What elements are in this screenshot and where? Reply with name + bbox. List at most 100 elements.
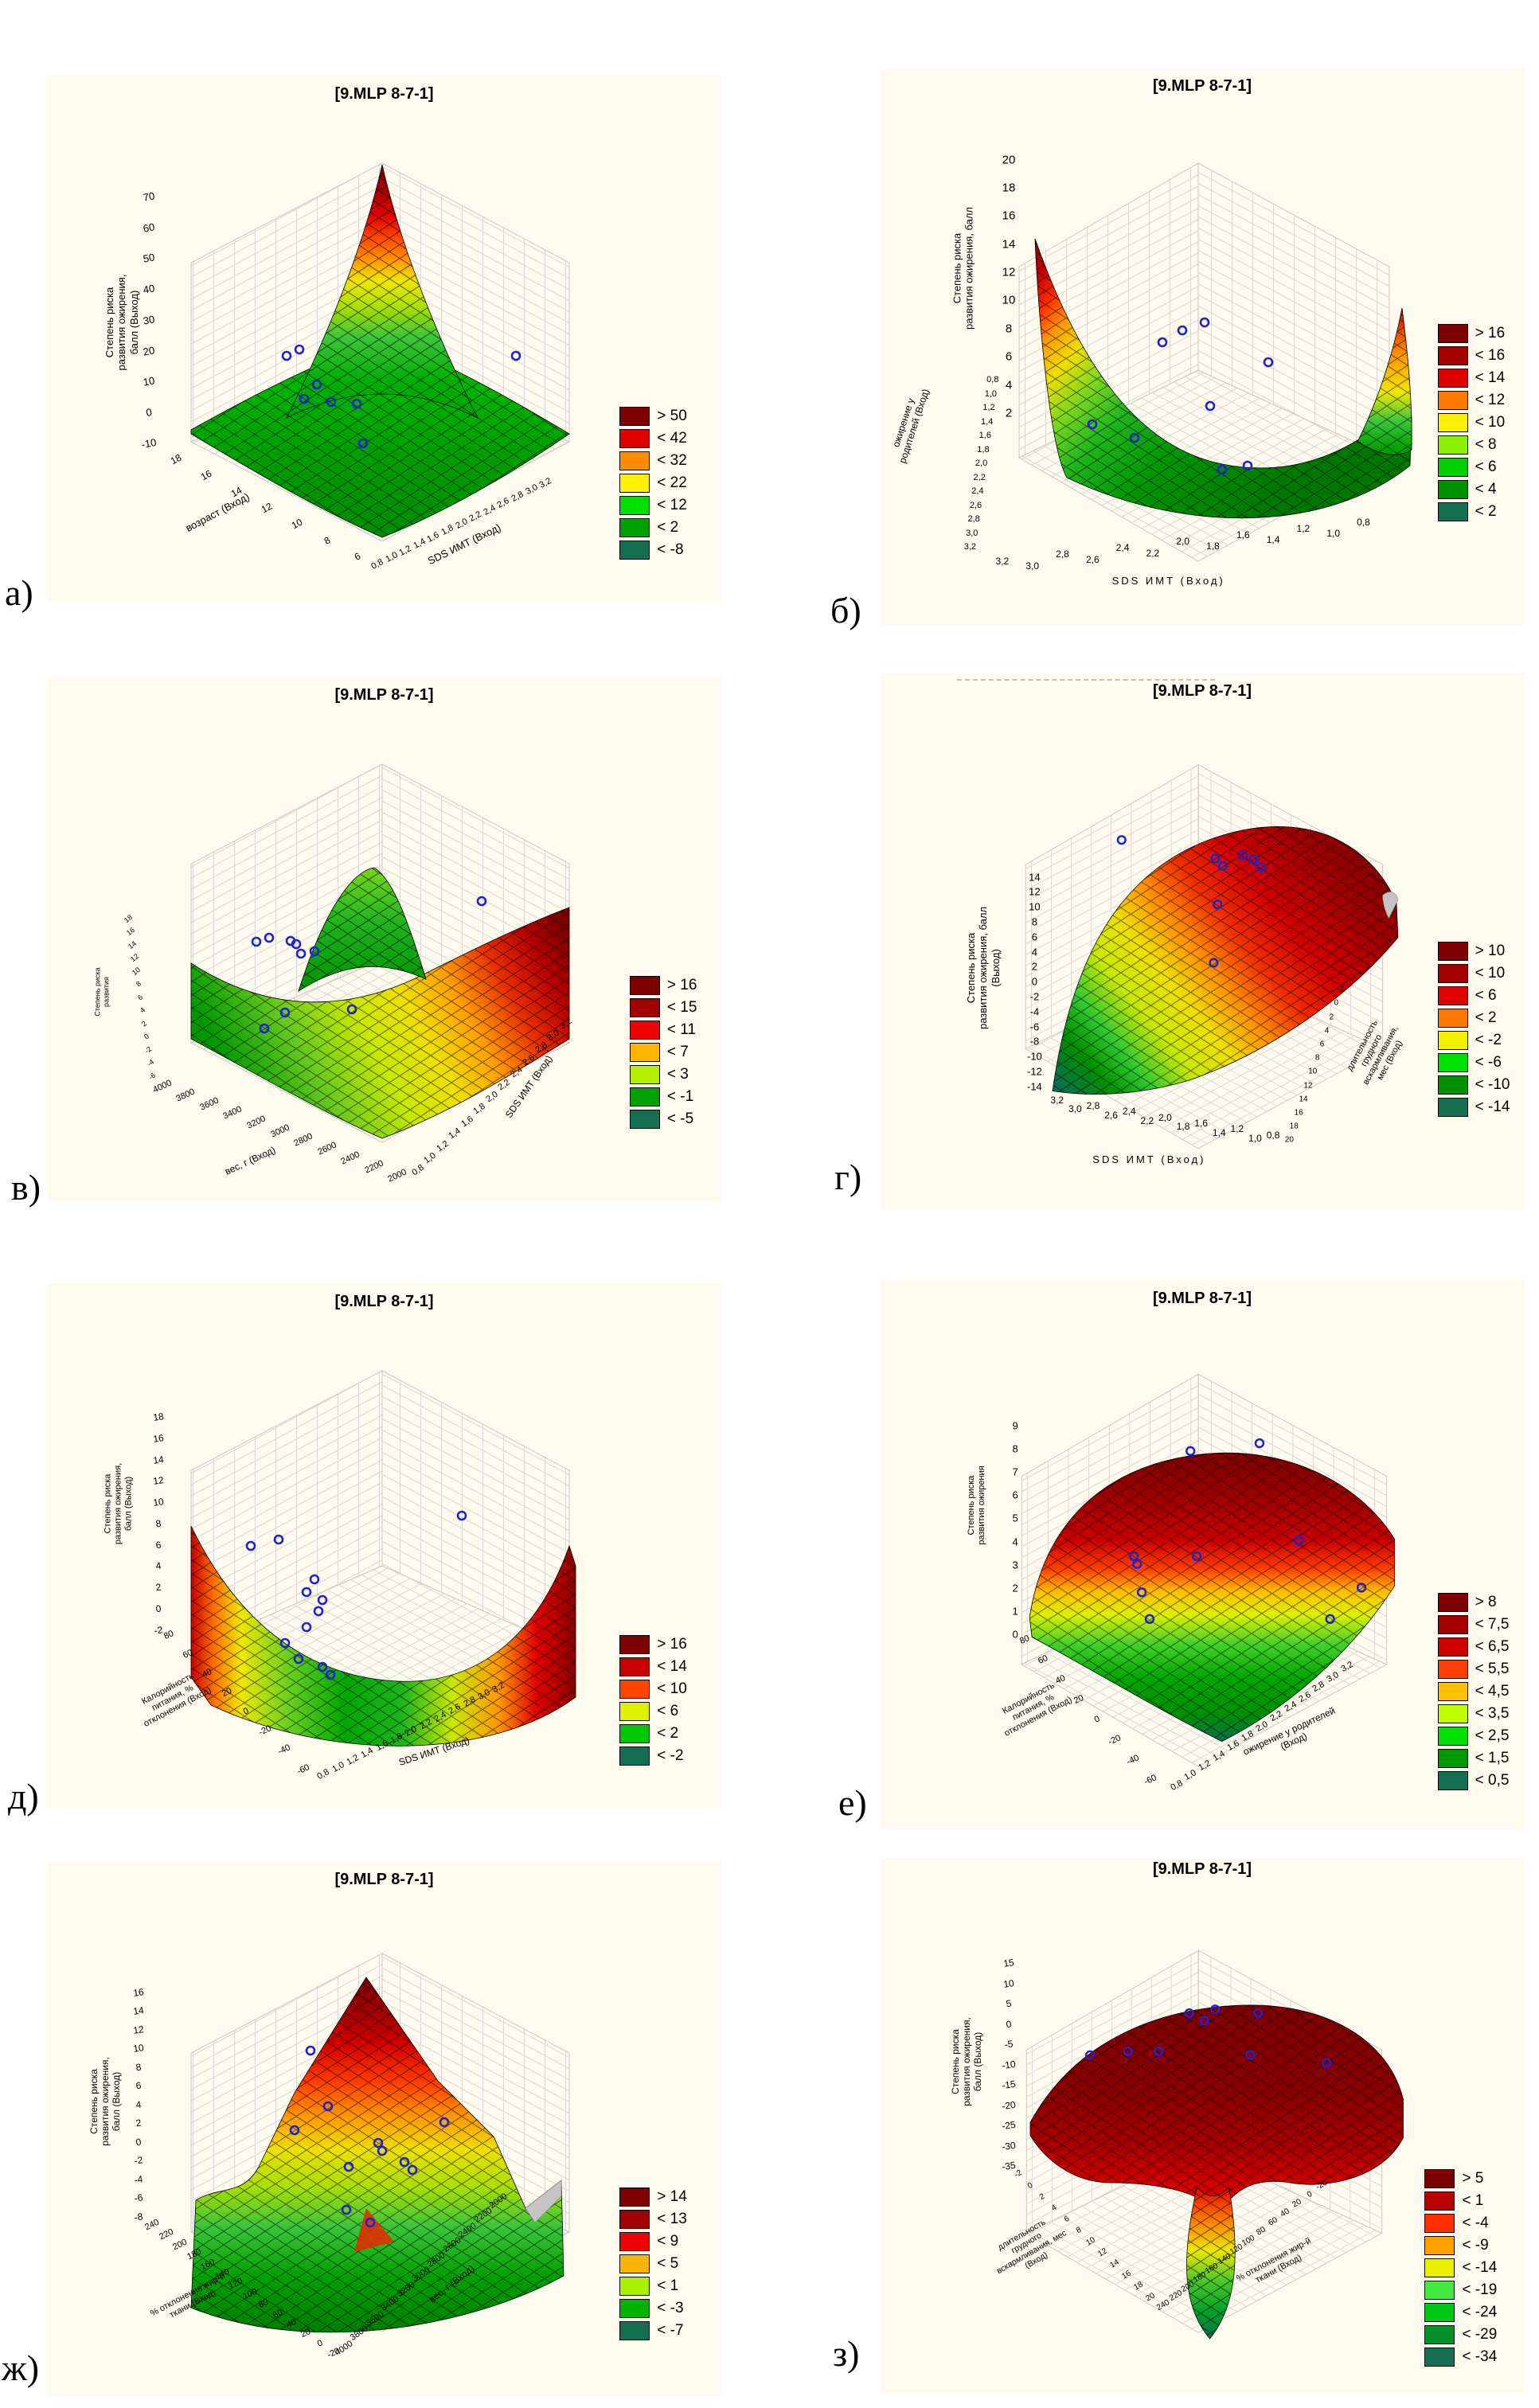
legend-value: < 5: [657, 2254, 679, 2272]
legend-value: < 16: [1475, 347, 1506, 364]
legend-color-swatch: [1437, 963, 1468, 983]
legend-color-swatch: [619, 1635, 650, 1655]
surface-mesh: [191, 1526, 576, 1746]
legend-value: < 22: [657, 474, 687, 491]
legend-item: < -19: [1424, 2280, 1497, 2300]
legend-color-swatch: [1437, 1052, 1468, 1072]
legend-item: < 3: [629, 1065, 697, 1085]
data-point-marker: [317, 1594, 328, 1606]
legend-color-swatch: [1437, 1593, 1468, 1613]
legend-value: < -3: [657, 2299, 684, 2316]
data-point-marker: [1136, 1587, 1147, 1598]
legend-color-swatch: [1437, 1075, 1468, 1095]
data-point-marker: [351, 398, 362, 409]
legend-color-swatch: [629, 1043, 660, 1063]
color-scale-legend: > 16 < 15 < 11 < 7 < 3 < -1 < -5: [629, 976, 697, 1130]
legend-value: < 13: [657, 2210, 687, 2227]
legend-item: < -29: [1424, 2324, 1497, 2344]
legend-color-swatch: [1424, 2258, 1455, 2277]
data-point-marker: [1238, 850, 1248, 861]
data-point-markers: [1087, 317, 1274, 475]
data-point-marker: [476, 896, 487, 907]
data-point-marker: [281, 350, 292, 361]
legend-value: < -24: [1462, 2303, 1498, 2320]
z-axis-label: Степень риска развития ожирения, балл (В…: [103, 274, 140, 371]
legend-color-swatch: [1437, 458, 1468, 477]
panel-letter-a: а): [5, 572, 33, 613]
data-point-markers: [245, 1510, 467, 1680]
data-point-marker: [325, 1669, 336, 1680]
surface-mesh: [1035, 239, 1412, 518]
data-point-marker: [1254, 1438, 1265, 1449]
legend-value: > 16: [666, 977, 697, 994]
legend-color-swatch: [1437, 391, 1468, 410]
legend-item: < 14: [619, 1657, 687, 1677]
legend-value: < 9: [657, 2232, 679, 2250]
legend-color-swatch: [1424, 2280, 1455, 2300]
legend-color-swatch: [619, 2187, 650, 2207]
data-point-marker: [1325, 1614, 1335, 1625]
data-point-marker: [343, 2161, 354, 2172]
surface-mesh: [1357, 308, 1412, 455]
legend-color-swatch: [619, 2209, 650, 2229]
legend-color-swatch: [619, 2231, 650, 2251]
legend-color-swatch: [629, 1021, 660, 1040]
legend-value: < 5,5: [1475, 1661, 1510, 1678]
legend-color-swatch: [1437, 369, 1468, 388]
data-point-marker: [317, 1661, 328, 1672]
data-point-marker: [273, 1534, 284, 1545]
legend-color-swatch: [1424, 2235, 1455, 2255]
data-point-marker: [1263, 357, 1274, 368]
legend-value: < 1,5: [1475, 1750, 1510, 1767]
data-point-marker: [1129, 432, 1140, 443]
surface-plot-v: [189, 763, 571, 1143]
legend-value: < -4: [1462, 2214, 1489, 2231]
data-point-markers: [289, 2045, 450, 2228]
panel-letter-zh: ж): [2, 2348, 40, 2388]
data-point-marker: [1210, 2004, 1221, 2015]
legend-item: < 32: [619, 451, 687, 470]
data-point-marker: [1154, 2046, 1164, 2056]
data-point-marker: [1205, 400, 1216, 412]
legend-item: > 14: [619, 2187, 687, 2207]
data-point-marker: [313, 1606, 324, 1617]
plot-panel-zh: [9.MLP 8-7-1] Степень риска развития ожи…: [48, 1861, 721, 2396]
surface-mesh: [191, 907, 569, 1138]
legend-item: > 16: [619, 1635, 687, 1655]
legend-item: < -14: [1424, 2258, 1497, 2277]
surface: [190, 1977, 564, 2333]
surface-clip-sliver: [1382, 892, 1399, 919]
legend-item: < 16: [1437, 346, 1506, 365]
legend-value: < 4,5: [1475, 1683, 1510, 1700]
legend-color-swatch: [1437, 941, 1468, 961]
legend-value: < -6: [1475, 1053, 1502, 1071]
legend-color-swatch: [619, 473, 650, 493]
data-point-marker: [357, 438, 369, 449]
legend-value: < 7: [666, 1044, 689, 1061]
data-point-marker: [1123, 2046, 1133, 2056]
legend-value: < -8: [657, 541, 684, 558]
data-point-marker: [1191, 1551, 1202, 1562]
legend-item: < 10: [1437, 413, 1505, 432]
legend-value: < 10: [1475, 964, 1506, 982]
panel-letter-d: д): [8, 1776, 39, 1817]
legend-color-swatch: [619, 406, 650, 426]
legend-color-swatch: [619, 2276, 650, 2296]
legend-item: < 11: [629, 1021, 697, 1040]
plot-title: [9.MLP 8-7-1]: [1152, 682, 1252, 700]
data-point-marker: [309, 1574, 320, 1585]
data-point-markers: [251, 896, 487, 1034]
data-point-marker: [1210, 853, 1221, 864]
legend-item: < 2: [1437, 502, 1506, 521]
data-point-marker: [293, 1653, 304, 1665]
surface: [190, 867, 570, 1139]
legend-value: < 2: [1475, 1009, 1497, 1026]
color-scale-legend: > 8 < 7,5 < 6,5 < 5,5 < 4,5 < 3,5 < 2,5 < 1,5 < …: [1437, 1593, 1510, 1791]
legend-item: > 16: [629, 976, 697, 996]
data-point-marker: [1209, 958, 1219, 968]
data-point-markers: [281, 344, 521, 449]
color-scale-legend: > 10 < 10 < 6 < 2 < -2 < -6 < -10 < -14: [1437, 941, 1510, 1117]
legend-item: < -2: [619, 1746, 687, 1766]
legend-value: < -34: [1462, 2348, 1498, 2365]
legend-item: < 3,5: [1437, 1704, 1509, 1724]
